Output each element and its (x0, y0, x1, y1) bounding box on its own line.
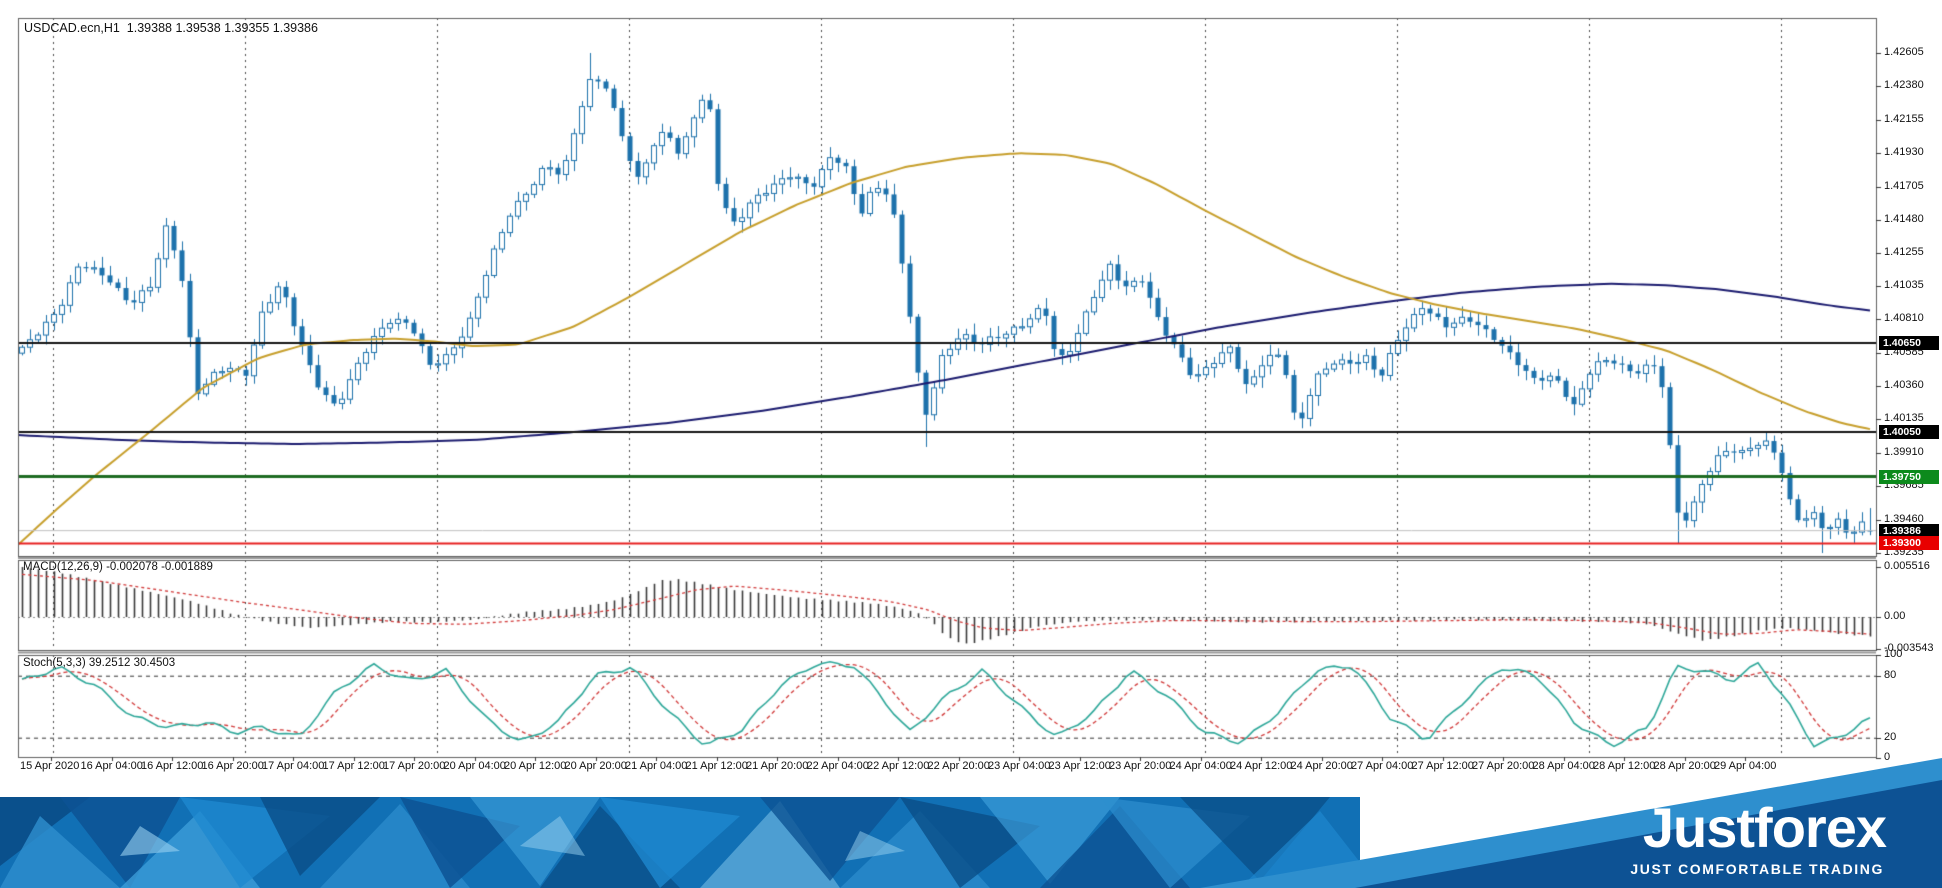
macd-indicator-label: MACD(12,26,9) -0.002078 -0.001889 (23, 561, 213, 573)
time-axis-label: 24 Apr 04:00 (1169, 760, 1232, 772)
time-axis-label: 27 Apr 04:00 (1351, 760, 1414, 772)
price-axis-tick: 1.42380 (1884, 79, 1924, 92)
time-axis-label: 29 Apr 04:00 (1714, 760, 1777, 772)
time-axis-label: 22 Apr 04:00 (806, 760, 869, 772)
price-level-badge: 1.39750 (1879, 469, 1939, 484)
price-axis-tick: 1.40360 (1884, 379, 1924, 392)
time-axis-label: 27 Apr 20:00 (1472, 760, 1535, 772)
price-axis-tick: 1.41480 (1884, 212, 1924, 225)
time-axis-label: 21 Apr 12:00 (685, 760, 748, 772)
price-level-badge: 1.39386 (1879, 523, 1939, 538)
price-level-badge: 1.40650 (1879, 336, 1939, 351)
time-axis-label: 23 Apr 20:00 (1109, 760, 1172, 772)
price-axis-tick: 1.42155 (1884, 112, 1924, 125)
price-axis-tick: 1.41035 (1884, 278, 1924, 291)
time-axis-label: 28 Apr 20:00 (1653, 760, 1716, 772)
time-axis-label: 20 Apr 12:00 (504, 760, 567, 772)
macd-axis-tick: 0.005516 (1884, 559, 1930, 572)
time-axis-label: 21 Apr 20:00 (746, 760, 809, 772)
time-axis-label: 23 Apr 12:00 (1048, 760, 1111, 772)
time-axis-label: 16 Apr 12:00 (141, 760, 204, 772)
justforex-logo: Justforex (1642, 796, 1887, 859)
chart-title-ohlc: USDCAD.ecn,H1 1.39388 1.39538 1.39355 1.… (24, 21, 318, 35)
stoch-axis-tick: 80 (1884, 668, 1897, 681)
price-axis-tick: 1.39910 (1884, 445, 1924, 458)
time-axis-label: 16 Apr 20:00 (201, 760, 264, 772)
price-axis-tick: 1.39460 (1884, 512, 1924, 525)
price-level-badge: 1.39300 (1879, 536, 1939, 551)
time-axis-label: 27 Apr 12:00 (1411, 760, 1474, 772)
price-axis-tick: 1.41255 (1884, 246, 1924, 259)
price-chart-canvas[interactable] (0, 0, 1942, 782)
banner-triangle-mosaic (0, 797, 1380, 888)
justforex-tagline: JUST COMFORTABLE TRADING (1630, 861, 1884, 877)
price-axis-tick: 1.41930 (1884, 146, 1924, 159)
time-axis-label: 28 Apr 12:00 (1593, 760, 1656, 772)
time-axis-label: 20 Apr 20:00 (564, 760, 627, 772)
stoch-axis-tick: 0 (1884, 751, 1891, 764)
price-axis-tick: 1.40810 (1884, 312, 1924, 325)
time-axis-label: 17 Apr 04:00 (262, 760, 325, 772)
time-axis-label: 20 Apr 04:00 (443, 760, 506, 772)
time-axis-label: 16 Apr 04:00 (80, 760, 143, 772)
price-axis-tick: 1.42605 (1884, 46, 1924, 59)
price-axis-tick: 1.40135 (1884, 412, 1924, 425)
stoch-axis-tick: 20 (1884, 730, 1897, 743)
time-axis-label: 23 Apr 04:00 (988, 760, 1051, 772)
price-level-badge: 1.40050 (1879, 425, 1939, 440)
time-axis-label: 17 Apr 12:00 (322, 760, 385, 772)
stoch-axis-tick: 100 (1884, 648, 1903, 661)
time-axis-label: 15 Apr 2020 (20, 760, 80, 772)
time-axis-label: 24 Apr 20:00 (1290, 760, 1353, 772)
time-axis-label: 28 Apr 04:00 (1532, 760, 1595, 772)
stoch-indicator-label: Stoch(5,3,3) 39.2512 30.4503 (23, 657, 176, 669)
price-axis-tick: 1.41705 (1884, 179, 1924, 192)
time-axis-label: 21 Apr 04:00 (625, 760, 688, 772)
macd-axis-tick: 0.00 (1884, 610, 1906, 622)
macd-axis-tick: -0.003543 (1884, 642, 1934, 655)
time-axis-label: 24 Apr 12:00 (1230, 760, 1293, 772)
time-axis-label: 17 Apr 20:00 (383, 760, 446, 772)
time-axis-label: 22 Apr 20:00 (927, 760, 990, 772)
time-axis-label: 22 Apr 12:00 (867, 760, 930, 772)
